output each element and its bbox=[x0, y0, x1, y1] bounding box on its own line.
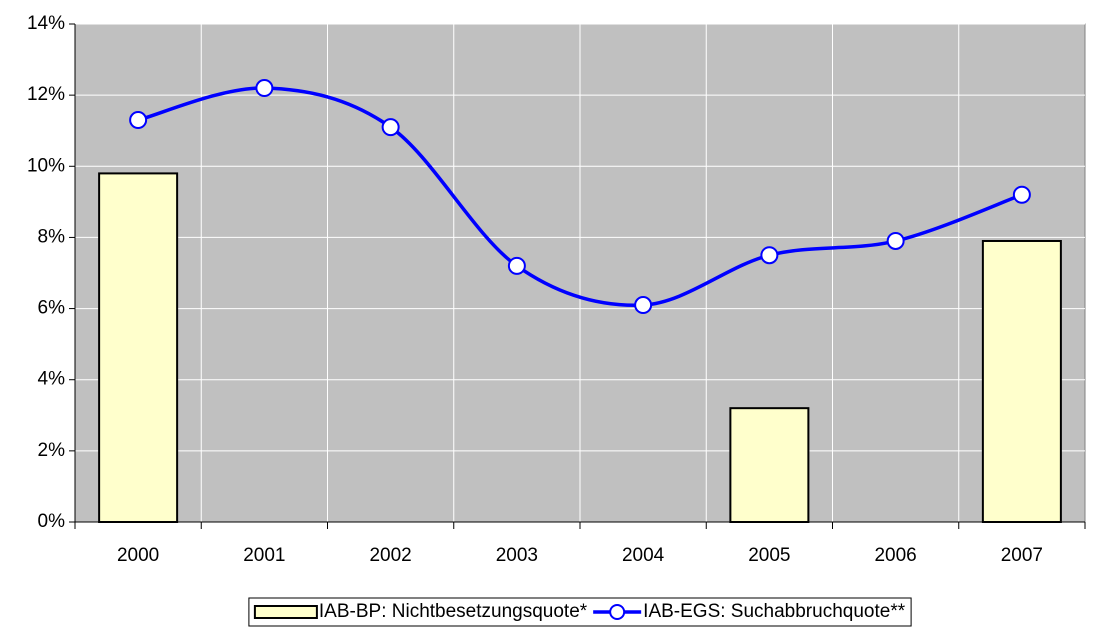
y-tick-label: 8% bbox=[38, 226, 66, 247]
line-marker bbox=[760, 246, 779, 265]
y-tick-label: 12% bbox=[27, 84, 65, 105]
x-tick-label: 2000 bbox=[117, 545, 159, 566]
x-tick-label: 2007 bbox=[1001, 545, 1043, 566]
legend-box bbox=[248, 597, 912, 627]
x-tick-label: 2002 bbox=[369, 545, 411, 566]
legend-swatch-marker bbox=[609, 604, 626, 620]
y-tick-label: 4% bbox=[38, 369, 66, 390]
legend: IAB-BP: Nichtbesetzungsquote* IAB-EGS: Su… bbox=[248, 597, 912, 627]
y-tick-label: 10% bbox=[27, 155, 65, 176]
legend-swatch bbox=[253, 605, 318, 619]
line-marker bbox=[1012, 185, 1031, 204]
bar bbox=[981, 239, 1062, 523]
y-tick-label: 0% bbox=[38, 511, 66, 532]
line-marker bbox=[507, 256, 526, 275]
line bbox=[137, 86, 1023, 307]
line-marker bbox=[255, 79, 274, 98]
x-tick-label: 2006 bbox=[874, 545, 916, 566]
line-marker bbox=[634, 296, 653, 315]
y-tick-label: 6% bbox=[38, 298, 66, 319]
bar bbox=[729, 407, 810, 523]
x-tick-label: 2001 bbox=[243, 545, 285, 566]
x-tick-label: 2003 bbox=[496, 545, 538, 566]
bar bbox=[98, 172, 179, 523]
legend-label: IAB-BP: Nichtbesetzungsquote* bbox=[319, 601, 588, 622]
x-tick-label: 2004 bbox=[622, 545, 665, 566]
line-marker bbox=[886, 231, 905, 250]
legend-label: IAB-EGS: Suchabbruchquote** bbox=[643, 601, 906, 622]
y-tick-label: 14% bbox=[27, 13, 65, 34]
line-marker bbox=[129, 111, 148, 130]
x-tick-label: 2005 bbox=[748, 545, 790, 566]
line-marker bbox=[381, 118, 400, 137]
y-tick-label: 2% bbox=[38, 440, 66, 461]
